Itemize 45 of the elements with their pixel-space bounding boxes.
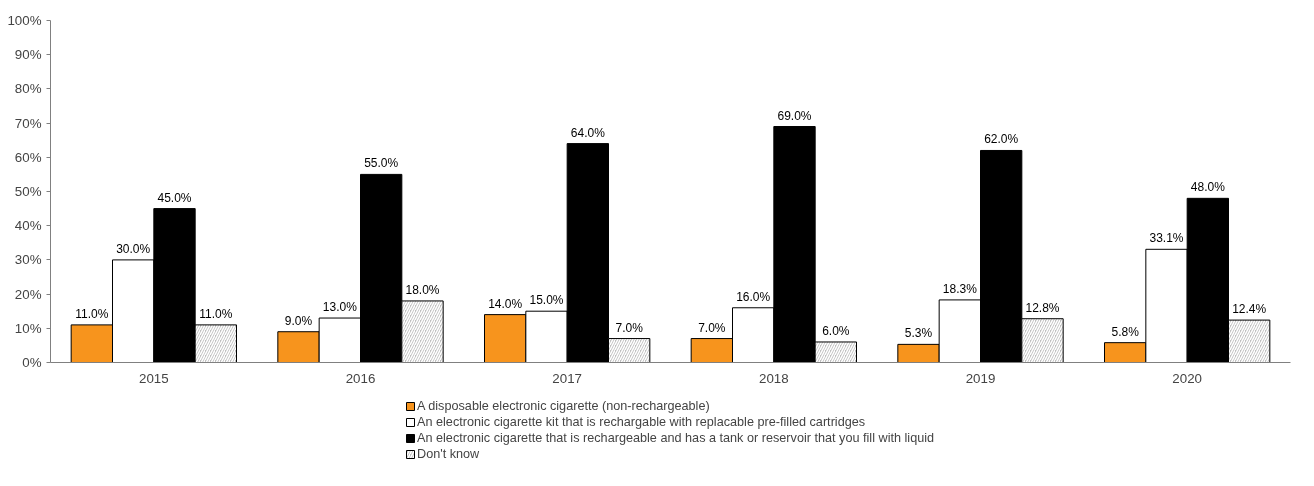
data-label: 5.8%	[1111, 324, 1140, 339]
y-tick-label: 60%	[14, 149, 42, 165]
y-tick-label: 40%	[14, 218, 42, 234]
data-label: 16.0%	[736, 289, 771, 304]
y-tick-label: 100%	[7, 13, 42, 28]
data-label: 18.3%	[942, 281, 978, 296]
data-label: 69.0%	[777, 108, 812, 123]
legend-label: Don't know	[417, 447, 480, 461]
data-label: 13.0%	[322, 300, 358, 315]
data-label: 62.0%	[984, 132, 1019, 147]
data-label: 7.0%	[615, 320, 644, 335]
data-label: 14.0%	[488, 296, 523, 311]
data-label: 6.0%	[822, 323, 850, 338]
data-label: 11.0%	[75, 306, 109, 321]
x-tick-label: 2019	[965, 370, 996, 386]
legend-label: An electronic cigarette kit that is rechargable with replacable pre-filled cartridges	[417, 415, 866, 429]
data-label: 45.0%	[157, 190, 192, 205]
data-label: 9.0%	[284, 313, 313, 328]
data-label: 7.0%	[698, 320, 726, 335]
x-tick-label: 2016	[345, 370, 376, 386]
x-tick-label: 2015	[139, 370, 169, 386]
y-tick-label: 30%	[14, 252, 42, 268]
y-tick-label: 50%	[14, 184, 42, 199]
data-label: 5.3%	[904, 326, 933, 341]
data-label: 30.0%	[116, 241, 151, 256]
y-tick-label: 70%	[14, 115, 42, 131]
y-tick-label: 0%	[22, 355, 42, 370]
y-tick-label: 10%	[14, 320, 42, 336]
y-tick-label: 80%	[14, 81, 42, 97]
data-label: 64.0%	[570, 125, 606, 140]
data-label: 18.0%	[405, 282, 440, 297]
legend-label: A disposable electronic cigarette (non-rechargeable)	[417, 399, 710, 413]
data-label: 15.0%	[529, 293, 564, 308]
data-label: 48.0%	[1190, 180, 1226, 195]
legend-label: An electronic cigarette that is rechargeable and has a tank or reservoir that you fill with liquid	[417, 431, 935, 445]
data-label: 11.0%	[199, 306, 233, 321]
x-tick-label: 2018	[759, 370, 789, 386]
y-tick-label: 20%	[14, 286, 42, 302]
y-tick-label: 90%	[14, 47, 42, 63]
x-tick-label: 2020	[1172, 370, 1202, 386]
data-label: 55.0%	[364, 156, 399, 171]
x-tick-label: 2017	[552, 370, 582, 386]
data-label: 12.8%	[1025, 300, 1060, 315]
data-label: 12.4%	[1232, 302, 1267, 317]
data-label: 33.1%	[1149, 231, 1184, 246]
